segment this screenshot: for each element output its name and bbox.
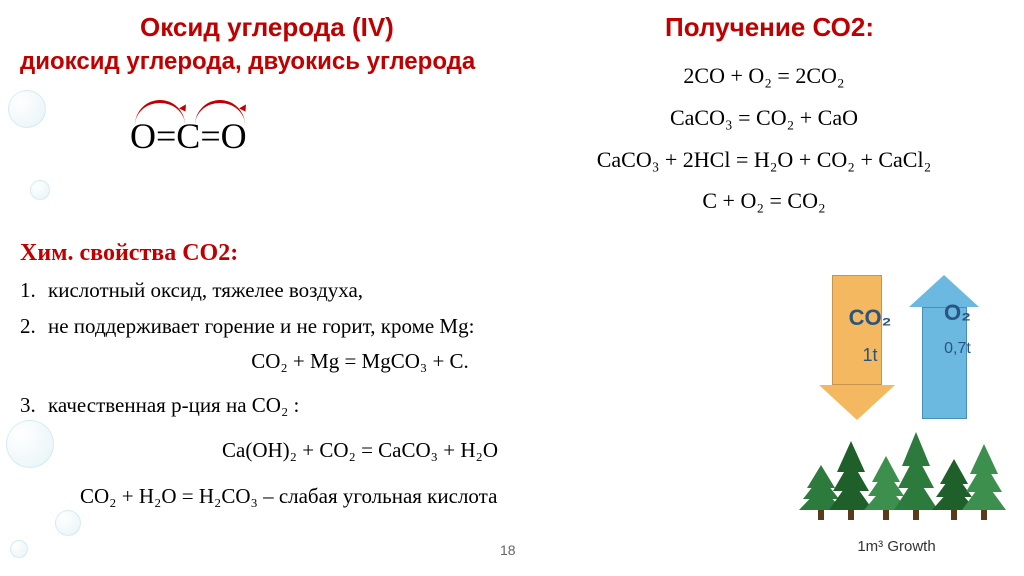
properties-list: 1.кислотный оксид, тяжелее воздуха, 2.не… — [20, 275, 700, 524]
equation-2: CaCO₃ = CO₂ + CaO — [564, 97, 964, 139]
o2-arrow-up: O₂ 0,7t — [909, 275, 979, 419]
prop-2: не поддерживает горение и не горит, кром… — [48, 311, 474, 343]
equation-4: C + O₂ = CO₂ — [564, 180, 964, 222]
decorative-bubble — [6, 420, 54, 468]
co2-arrow-label: CO₂ — [833, 305, 908, 331]
equations-block: 2CO + O₂ = 2CO₂ CaCO₃ = CO₂ + CaO CaCO₃ … — [564, 55, 964, 222]
title-obtaining: Получение СО2: — [665, 12, 874, 43]
prop-1: кислотный оксид, тяжелее воздуха, — [48, 275, 363, 307]
o2-arrow-mass: 0,7t — [923, 340, 993, 358]
prop-3-equation-2: CO₂ + H₂O = H₂CO₃ – слабая угольная кисл… — [20, 481, 700, 513]
o2-arrow-label: O₂ — [923, 300, 993, 326]
subtitle-dioxide: диоксид углерода, двуокись углерода — [20, 48, 475, 76]
page-number: 18 — [500, 542, 516, 558]
decorative-bubble — [30, 180, 50, 200]
prop-3-equation-1: Ca(OH)₂ + CO₂ = CaCO₃ + H₂O — [20, 435, 700, 467]
decorative-bubble — [10, 540, 28, 558]
diagram-caption: 1m³ Growth — [794, 538, 999, 555]
decorative-bubble — [55, 510, 81, 536]
co2-arrow-mass: 1t — [833, 345, 908, 366]
title-oxide: Оксид углерода (IV) — [140, 12, 394, 43]
tree-icon — [962, 456, 1006, 520]
trees-row — [794, 425, 999, 520]
equation-3: CaCO₃ + 2HCl = H₂O + CO₂ + CaCl₂ — [564, 139, 964, 181]
growth-diagram: CO₂ 1t O₂ 0,7t 1m³ Growth — [794, 265, 999, 555]
chem-properties-title: Хим. свойства СО2: — [20, 240, 238, 267]
structural-formula: O=C=O — [130, 115, 247, 157]
equation-1: 2CO + O₂ = 2CO₂ — [564, 55, 964, 97]
decorative-bubble — [8, 90, 46, 128]
prop-2-equation: CO₂ + Mg = MgCO₃ + C. — [20, 346, 700, 378]
co2-arrow-down: CO₂ 1t — [819, 275, 894, 420]
prop-3: качественная р-ция на CO₂ : — [48, 390, 299, 422]
